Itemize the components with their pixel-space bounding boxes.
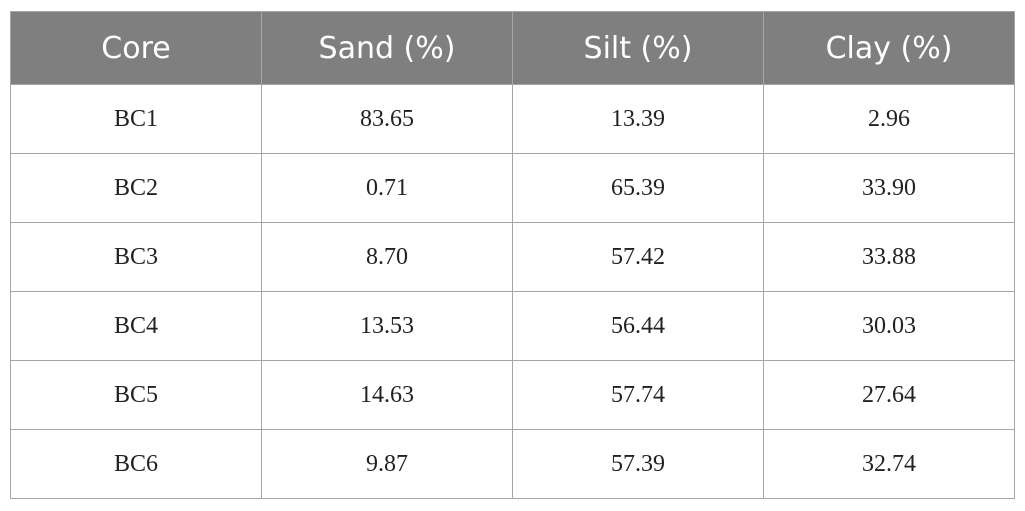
table-row: BC4 13.53 56.44 30.03	[10, 291, 1015, 361]
table-cell: 32.74	[763, 429, 1015, 499]
table-cell: 13.39	[512, 84, 764, 154]
table-cell: 57.39	[512, 429, 764, 499]
table-cell: BC1	[10, 84, 262, 154]
table-container: Core Sand (%) Silt (%) Clay (%) BC1 83.65 13.…	[10, 11, 1015, 499]
table-row: BC3 8.70 57.42 33.88	[10, 222, 1015, 292]
table-cell: BC3	[10, 222, 262, 292]
table-header: Core Sand (%) Silt (%) Clay (%)	[10, 11, 1015, 85]
table-cell: 83.65	[261, 84, 513, 154]
table-body: BC1 83.65 13.39 2.96 BC2 0.71 65.39 33.90 BC3 8.7…	[10, 84, 1015, 499]
data-table: Core Sand (%) Silt (%) Clay (%) BC1 83.65 13.…	[10, 11, 1015, 499]
table-cell: 56.44	[512, 291, 764, 361]
table-row: BC2 0.71 65.39 33.90	[10, 153, 1015, 223]
table-cell: 30.03	[763, 291, 1015, 361]
table-row: BC1 83.65 13.39 2.96	[10, 84, 1015, 154]
table-cell: 57.74	[512, 360, 764, 430]
table-cell: 27.64	[763, 360, 1015, 430]
table-cell: BC6	[10, 429, 262, 499]
table-cell: 8.70	[261, 222, 513, 292]
table-cell: 9.87	[261, 429, 513, 499]
table-row: BC5 14.63 57.74 27.64	[10, 360, 1015, 430]
table-cell: 0.71	[261, 153, 513, 223]
table-cell: BC2	[10, 153, 262, 223]
table-cell: BC5	[10, 360, 262, 430]
table-cell: 13.53	[261, 291, 513, 361]
header-cell: Sand (%)	[261, 11, 513, 85]
table-cell: 14.63	[261, 360, 513, 430]
table-cell: 57.42	[512, 222, 764, 292]
table-cell: 33.88	[763, 222, 1015, 292]
table-cell: BC4	[10, 291, 262, 361]
header-cell: Silt (%)	[512, 11, 764, 85]
table-cell: 33.90	[763, 153, 1015, 223]
header-cell: Core	[10, 11, 262, 85]
header-cell: Clay (%)	[763, 11, 1015, 85]
header-row: Core Sand (%) Silt (%) Clay (%)	[10, 11, 1015, 85]
table-cell: 65.39	[512, 153, 764, 223]
table-row: BC6 9.87 57.39 32.74	[10, 429, 1015, 499]
table-cell: 2.96	[763, 84, 1015, 154]
